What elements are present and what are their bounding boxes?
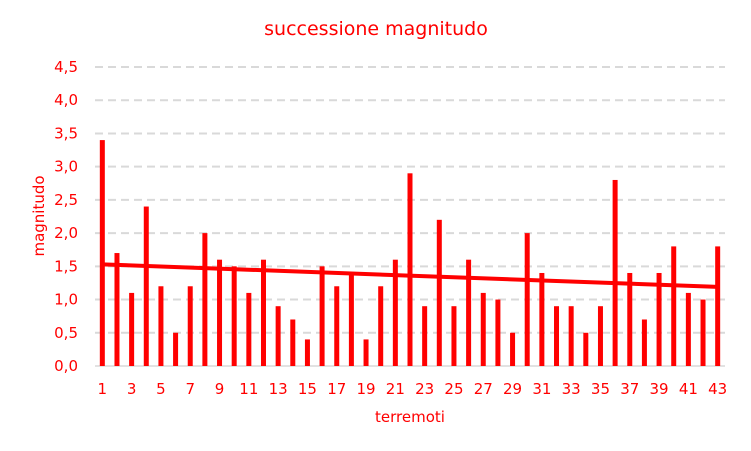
bar	[671, 246, 677, 366]
bar	[422, 306, 428, 366]
bar	[700, 299, 706, 366]
bar	[715, 246, 721, 366]
bar	[466, 259, 472, 366]
x-tick-label: 27	[474, 380, 493, 398]
bar	[392, 259, 398, 366]
x-tick-label: 5	[156, 380, 166, 398]
bar	[612, 179, 618, 366]
bar	[597, 306, 603, 366]
x-tick-label: 33	[562, 380, 581, 398]
y-tick-label: 1,0	[54, 291, 78, 309]
bar	[436, 219, 442, 366]
bar	[319, 266, 325, 366]
bar	[451, 306, 457, 366]
bar	[231, 266, 237, 366]
x-tick-label: 3	[127, 380, 137, 398]
x-tick-label: 9	[215, 380, 225, 398]
x-tick-label: 15	[298, 380, 317, 398]
y-axis-title: magnitudo	[30, 175, 48, 256]
bar	[378, 286, 384, 366]
bar	[480, 292, 486, 366]
x-tick-label: 23	[415, 380, 434, 398]
bar	[246, 292, 252, 366]
x-tick-label: 25	[444, 380, 463, 398]
bar	[275, 306, 281, 366]
x-tick-label: 39	[650, 380, 669, 398]
x-tick-label: 21	[386, 380, 405, 398]
bar	[304, 339, 310, 366]
x-axis-title: terremoti	[375, 408, 445, 426]
bar	[407, 173, 413, 366]
bar	[334, 286, 340, 366]
bar	[260, 259, 266, 366]
chart-title: successione magnitudo	[264, 18, 488, 40]
bar	[202, 233, 208, 366]
y-tick-label: 0,5	[54, 324, 78, 342]
bar	[627, 272, 633, 366]
x-tick-label: 19	[356, 380, 375, 398]
y-tick-label: 4,5	[54, 58, 78, 76]
bar	[290, 319, 296, 366]
trendline-group	[102, 262, 718, 289]
bar	[143, 206, 149, 366]
y-tick-label: 2,5	[54, 191, 78, 209]
x-tick-label: 1	[98, 380, 108, 398]
x-tick-label: 31	[532, 380, 551, 398]
bar	[363, 339, 369, 366]
bar	[129, 292, 135, 366]
bar	[495, 299, 501, 366]
y-tick-label: 2,0	[54, 224, 78, 242]
bar	[685, 292, 691, 366]
x-tick-label: 29	[503, 380, 522, 398]
bar	[114, 253, 120, 366]
bar	[656, 272, 662, 366]
bar	[173, 332, 179, 366]
bar	[158, 286, 164, 366]
bar	[510, 332, 516, 366]
x-tick-label: 41	[679, 380, 698, 398]
bar	[554, 306, 560, 366]
bar	[99, 140, 105, 366]
y-tick-label: 4,0	[54, 91, 78, 109]
bar	[348, 272, 354, 366]
bar	[217, 259, 223, 366]
bars	[99, 140, 721, 366]
bar	[524, 233, 530, 366]
x-tick-label: 35	[591, 380, 610, 398]
x-tick-label: 7	[185, 380, 195, 398]
bar	[539, 272, 545, 366]
x-tick-label: 13	[269, 380, 288, 398]
x-tick-label: 37	[620, 380, 639, 398]
bar	[187, 286, 193, 366]
y-axis-ticks: 0,0 0,5 1,0 1,5 2,0 2,5 3,0 3,5 4,0 4,5	[54, 58, 78, 375]
x-axis-ticks: 1 3 5 7 9 11 13 15 17 19 21 23 25 27 29 31 33 35 37 39 41 43	[98, 380, 728, 398]
x-tick-label: 11	[239, 380, 258, 398]
bar	[568, 306, 574, 366]
y-tick-label: 1,5	[54, 257, 78, 275]
trendline	[102, 262, 718, 289]
y-tick-label: 0,0	[54, 357, 78, 375]
x-tick-label: 43	[708, 380, 727, 398]
bar	[583, 332, 589, 366]
bar	[641, 319, 647, 366]
x-tick-label: 17	[327, 380, 346, 398]
y-tick-label: 3,0	[54, 158, 78, 176]
y-tick-label: 3,5	[54, 124, 78, 142]
